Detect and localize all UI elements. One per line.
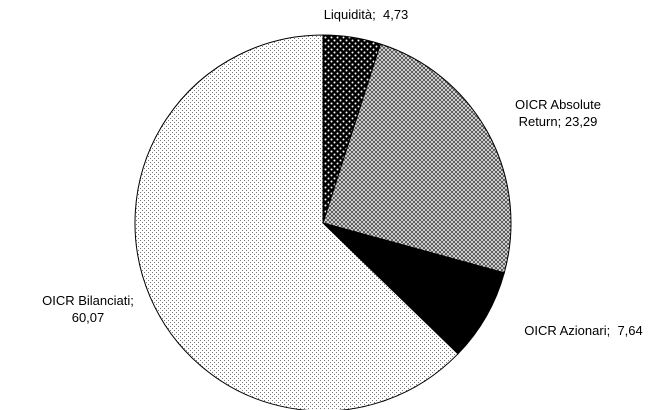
slice-label: Liquidità; 4,73 bbox=[323, 7, 409, 22]
slice-label: OICR Absolute Return; 23,29 bbox=[515, 97, 601, 129]
slices bbox=[134, 34, 512, 410]
pie-slice bbox=[322, 222, 505, 355]
slice-label: OICR Bilanciati; 60,07 bbox=[42, 293, 134, 325]
slice-label: OICR Azionari; 7,64 bbox=[524, 323, 643, 338]
pie-slice bbox=[134, 34, 459, 410]
pie-slice bbox=[322, 43, 512, 274]
